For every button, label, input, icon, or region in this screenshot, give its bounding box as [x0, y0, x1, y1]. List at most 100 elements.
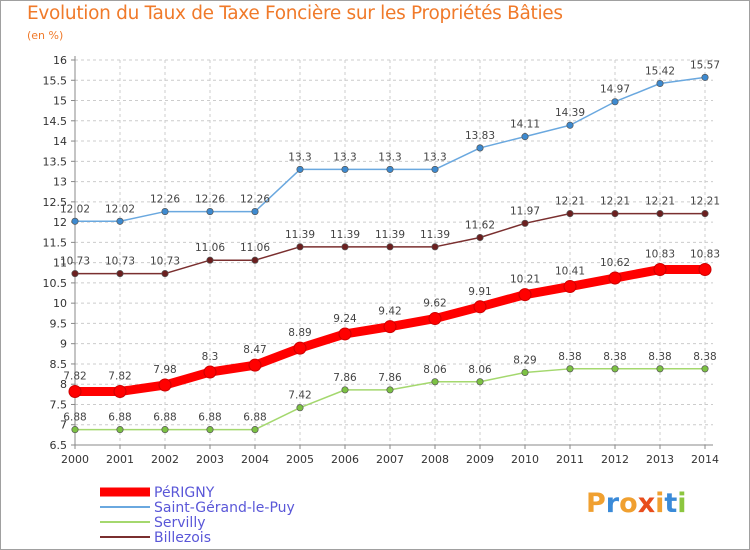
data-point [656, 79, 664, 88]
data-label: 12.26 [150, 194, 180, 206]
data-point [206, 426, 214, 434]
data-point [113, 385, 127, 399]
y-tick-label: 10.5 [43, 277, 68, 290]
data-label: 11.39 [330, 229, 360, 241]
logo-letter: r [605, 488, 620, 519]
unit-label: (en %) [27, 29, 64, 42]
logo-letter: x [637, 488, 656, 519]
data-point [701, 73, 709, 81]
data-point [566, 210, 574, 218]
data-point [338, 327, 352, 341]
data-label: 12.21 [600, 196, 630, 208]
data-label: 7.86 [378, 372, 402, 384]
y-tick-label: 8 [60, 378, 67, 391]
data-point [611, 210, 619, 218]
data-point [566, 121, 574, 129]
data-label: 8.06 [468, 364, 492, 376]
x-tick-label: 2000 [61, 453, 89, 466]
x-tick-label: 2005 [286, 453, 314, 466]
data-label: 12.21 [645, 196, 675, 208]
data-label: 8.47 [243, 344, 266, 356]
data-label: 10.62 [600, 257, 630, 269]
legend-label: Saint-Gérand-le-Puy [154, 500, 295, 516]
x-tick-label: 2001 [106, 453, 134, 466]
x-tick-label: 2008 [421, 453, 449, 466]
data-point [386, 386, 394, 394]
data-point [71, 426, 79, 434]
data-point [563, 280, 577, 294]
data-point [341, 165, 349, 173]
data-label: 13.83 [465, 130, 495, 142]
data-point [656, 365, 664, 373]
data-label: 13.3 [288, 151, 311, 163]
data-label: 7.42 [288, 390, 311, 402]
y-tick-label: 12.5 [43, 196, 68, 209]
data-point [431, 378, 439, 386]
x-tick-label: 2002 [151, 453, 179, 466]
data-label: 9.42 [378, 306, 401, 318]
data-point [296, 165, 304, 173]
data-label: 10.41 [555, 266, 585, 278]
data-label: 13.3 [333, 151, 356, 163]
legend-label: PéRIGNY [154, 485, 215, 501]
data-labels: 12.02 12.02 12.26 12.26 12.26 13.3 13.3 13.3 13.… [60, 59, 720, 423]
data-point [476, 144, 484, 152]
data-point [701, 365, 709, 373]
data-label: 9.62 [423, 298, 446, 310]
data-point [158, 378, 172, 392]
data-label: 6.88 [153, 412, 176, 424]
data-label: 11.39 [285, 229, 315, 241]
data-point [698, 263, 712, 277]
x-tick-label: 2006 [331, 453, 359, 466]
data-label: 12.26 [240, 194, 270, 206]
legend: PéRIGNYSaint-Gérand-le-PuyServillyBillez… [100, 485, 295, 546]
data-label: 13.3 [423, 151, 446, 163]
data-point [431, 165, 439, 173]
data-label: 6.88 [108, 412, 131, 424]
y-tick-label: 16 [53, 54, 67, 67]
data-label: 11.39 [420, 229, 450, 241]
data-label: 12.26 [195, 194, 225, 206]
data-point [476, 378, 484, 386]
data-point [206, 256, 214, 264]
y-tick-label: 11.5 [43, 236, 68, 249]
data-point [161, 270, 169, 278]
x-tick-label: 2013 [646, 453, 674, 466]
data-point [518, 288, 532, 302]
y-tick-label: 8.5 [50, 358, 68, 371]
y-tick-label: 7.5 [50, 398, 68, 411]
logo-letter: o [619, 488, 638, 519]
y-tick-label: 9 [60, 338, 67, 351]
data-label: 8.38 [603, 351, 626, 363]
data-label: 13.3 [378, 151, 401, 163]
logo-letter: t [664, 488, 678, 519]
data-label: 10.21 [510, 274, 540, 286]
data-point [473, 300, 487, 314]
y-tick-label: 11 [53, 257, 67, 270]
y-tick-label: 13 [53, 176, 67, 189]
data-label: 7.98 [153, 364, 176, 376]
data-point [296, 404, 304, 412]
data-point [521, 219, 529, 227]
data-point [611, 98, 619, 106]
data-label: 9.91 [468, 286, 491, 298]
data-label: 10.83 [645, 249, 675, 261]
data-point [521, 133, 529, 141]
y-tick-label: 15.5 [43, 74, 68, 87]
data-label: 7.82 [63, 371, 86, 383]
data-point [161, 208, 169, 216]
data-point [653, 263, 667, 277]
data-point [116, 426, 124, 434]
data-label: 15.42 [645, 66, 675, 78]
data-point [341, 386, 349, 394]
data-label: 8.38 [648, 351, 671, 363]
data-point [341, 243, 349, 251]
data-label: 14.11 [510, 119, 540, 131]
data-label: 12.21 [690, 196, 720, 208]
y-tick-label: 14.5 [43, 115, 68, 128]
data-point [611, 365, 619, 373]
data-label: 10.73 [150, 256, 180, 268]
data-label: 10.73 [105, 256, 135, 268]
data-label: 10.83 [690, 249, 720, 261]
x-tick-label: 2014 [691, 453, 719, 466]
